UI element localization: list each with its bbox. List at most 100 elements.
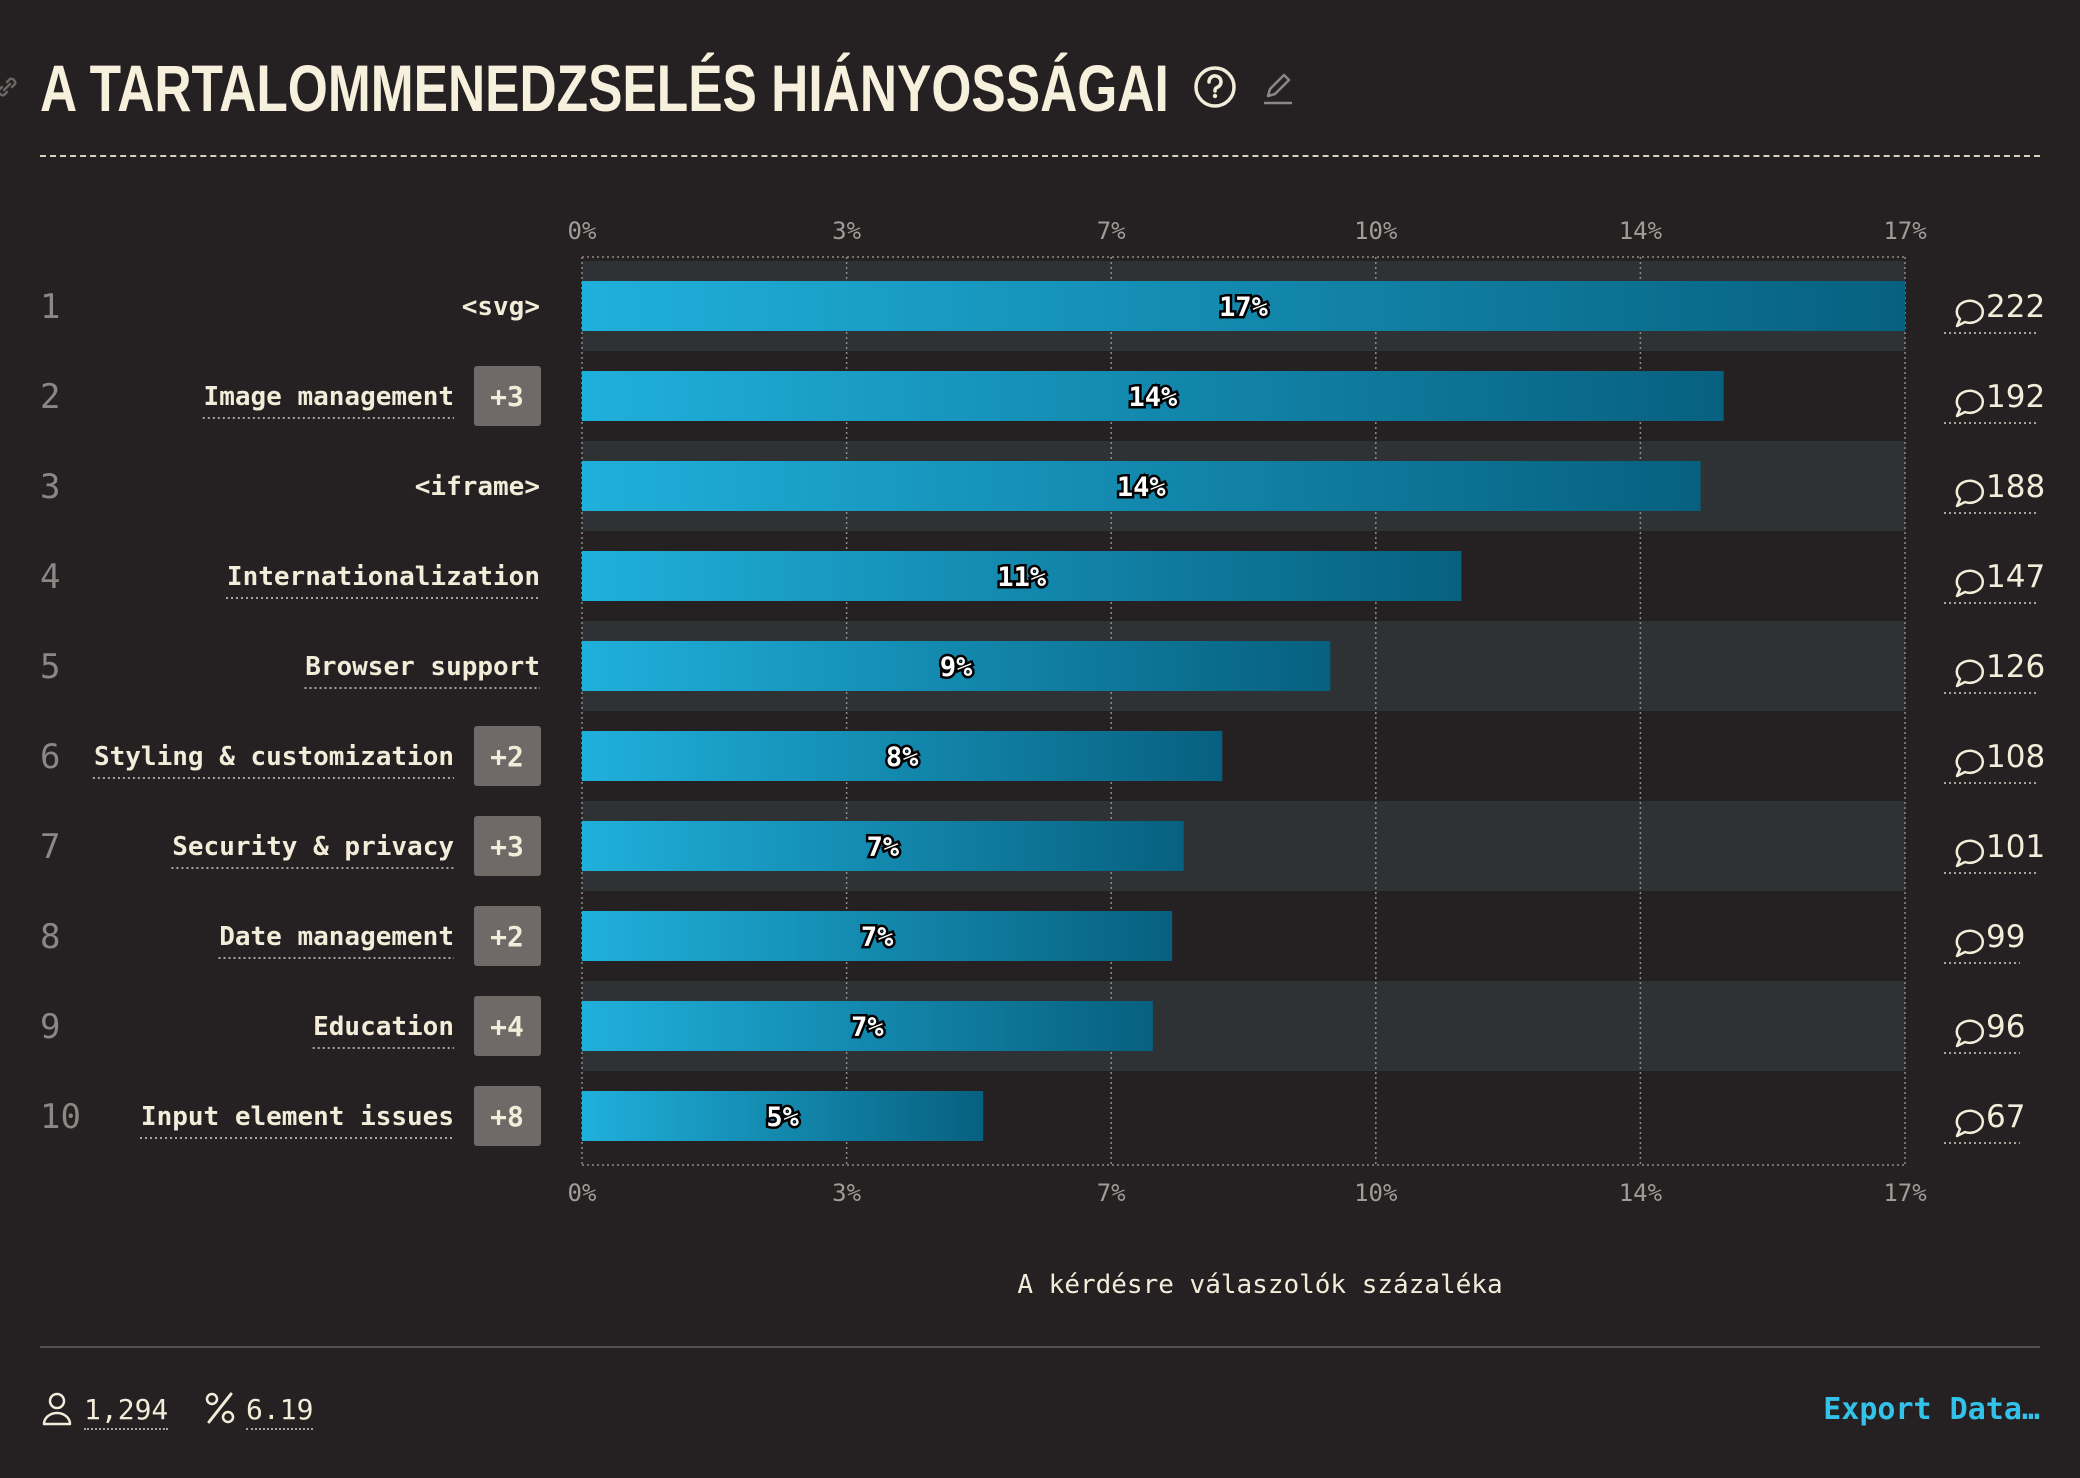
category-label: Security & privacy <box>172 832 454 862</box>
x-axis-title: A kérdésre válaszolók százaléka <box>1017 1270 1502 1300</box>
badge-count: +2 <box>490 920 524 953</box>
badge-count: +2 <box>490 740 524 773</box>
category-label: Image management <box>204 382 454 412</box>
comment-count: 126 <box>1986 649 2045 685</box>
rank-number: 9 <box>40 1007 60 1047</box>
bar-value-label: 8% <box>886 742 919 773</box>
rank-number: 1 <box>40 287 60 327</box>
x-tick-label-bottom: 10% <box>1354 1179 1398 1207</box>
comment-count: 101 <box>1986 829 2045 865</box>
category-label: Styling & customization <box>94 742 454 772</box>
comment-icon <box>1955 479 1985 508</box>
comment-count: 222 <box>1986 289 2045 325</box>
title-row: A TARTALOMMENEDZSELÉS HIÁNYOSSÁGAI <box>40 38 1169 138</box>
rank-number: 5 <box>40 647 60 687</box>
bar-value-label: 11% <box>997 562 1047 593</box>
comment-count: 188 <box>1986 469 2045 505</box>
footer-divider <box>40 1346 2040 1348</box>
percent-value: 6.19 <box>246 1393 314 1430</box>
bar-value-label: 9% <box>940 652 973 683</box>
percent-stat[interactable]: 6.19 <box>204 1390 314 1433</box>
bar <box>582 1001 1153 1051</box>
badge-count: +3 <box>490 830 524 863</box>
bar <box>582 461 1701 511</box>
rank-number: 4 <box>40 557 60 597</box>
x-tick-label-bottom: 14% <box>1619 1179 1663 1207</box>
badge <box>474 366 541 426</box>
rank-number: 10 <box>40 1097 81 1137</box>
bar-value-label: 7% <box>851 1012 884 1043</box>
bar <box>582 641 1331 691</box>
row-bands <box>582 261 1905 1071</box>
x-tick-label-top: 10% <box>1354 217 1398 245</box>
comment-count: 108 <box>1986 739 2045 775</box>
x-tick-label-bottom: 17% <box>1883 1179 1927 1207</box>
rank-number: 3 <box>40 467 60 507</box>
x-tick-label-top: 3% <box>832 217 861 245</box>
category-label: Education <box>313 1012 454 1042</box>
comment-icon <box>1955 1019 1985 1048</box>
bar-value-label: 14% <box>1128 382 1178 413</box>
bar <box>582 911 1173 961</box>
badge <box>474 906 541 966</box>
link-icon[interactable] <box>0 74 20 104</box>
badge <box>474 996 541 1056</box>
respondents-count: 1,294 <box>84 1393 169 1430</box>
comment-icon <box>1955 1109 1985 1138</box>
category-label: <svg> <box>462 292 540 322</box>
badge-count: +4 <box>490 1010 524 1043</box>
rank-number: 6 <box>40 737 60 777</box>
user-icon <box>40 1390 74 1433</box>
bar-value-label: 7% <box>867 832 900 863</box>
comment-icon <box>1955 569 1985 598</box>
comment-icon <box>1955 299 1985 328</box>
rank-number: 7 <box>40 827 60 867</box>
bar <box>582 1091 984 1141</box>
comment-icon <box>1955 389 1985 418</box>
bars: 17% 14% 14% 11% 9% 8% 7% 7% 7% 5% <box>582 281 1905 1141</box>
category-label: Date management <box>219 922 454 952</box>
badge-count: +8 <box>490 1100 524 1133</box>
comment-count: 147 <box>1986 559 2045 595</box>
comment-icon <box>1955 839 1985 868</box>
x-tick-label-top: 14% <box>1619 217 1663 245</box>
comment-count: 192 <box>1986 379 2045 415</box>
x-tick-label-top: 7% <box>1097 217 1126 245</box>
badge <box>474 816 541 876</box>
help-icon[interactable] <box>1192 64 1238 114</box>
bar <box>582 821 1184 871</box>
title-divider <box>40 155 2040 157</box>
percent-icon <box>204 1390 236 1433</box>
comment-icon <box>1955 929 1985 958</box>
bar <box>582 731 1223 781</box>
rank-number: 2 <box>40 377 60 417</box>
respondents-stat[interactable]: 1,294 <box>40 1390 169 1433</box>
comment-count: 96 <box>1986 1009 2025 1045</box>
x-tick-label-bottom: 3% <box>832 1179 861 1207</box>
x-tick-label-top: 0% <box>568 217 597 245</box>
x-tick-label-bottom: 0% <box>568 1179 597 1207</box>
edit-icon[interactable] <box>1262 68 1294 112</box>
category-label: Internationalization <box>227 562 540 592</box>
page-title: A TARTALOMMENEDZSELÉS HIÁNYOSSÁGAI <box>40 51 1169 125</box>
comment-count: 67 <box>1986 1099 2025 1135</box>
category-label: Browser support <box>305 652 540 682</box>
bar-value-label: 17% <box>1219 292 1269 323</box>
axis-ticks: 0% 0% 3% 3% 7% 7% 10% 10% 14% 14% 17% 17% <box>568 217 1928 1207</box>
bar-value-label: 7% <box>861 922 894 953</box>
badge <box>474 1086 541 1146</box>
category-label: Input element issues <box>141 1102 454 1132</box>
x-tick-label-bottom: 7% <box>1097 1179 1126 1207</box>
bar-value-label: 5% <box>766 1102 799 1133</box>
comment-icon <box>1955 659 1985 688</box>
badge-count: +3 <box>490 380 524 413</box>
bar <box>582 281 1905 331</box>
badge <box>474 726 541 786</box>
comment-icon <box>1955 749 1985 778</box>
category-label: <iframe> <box>415 472 540 502</box>
export-data-button[interactable]: Export Data… <box>1823 1392 2040 1427</box>
bar <box>582 371 1724 421</box>
rank-number: 8 <box>40 917 60 957</box>
